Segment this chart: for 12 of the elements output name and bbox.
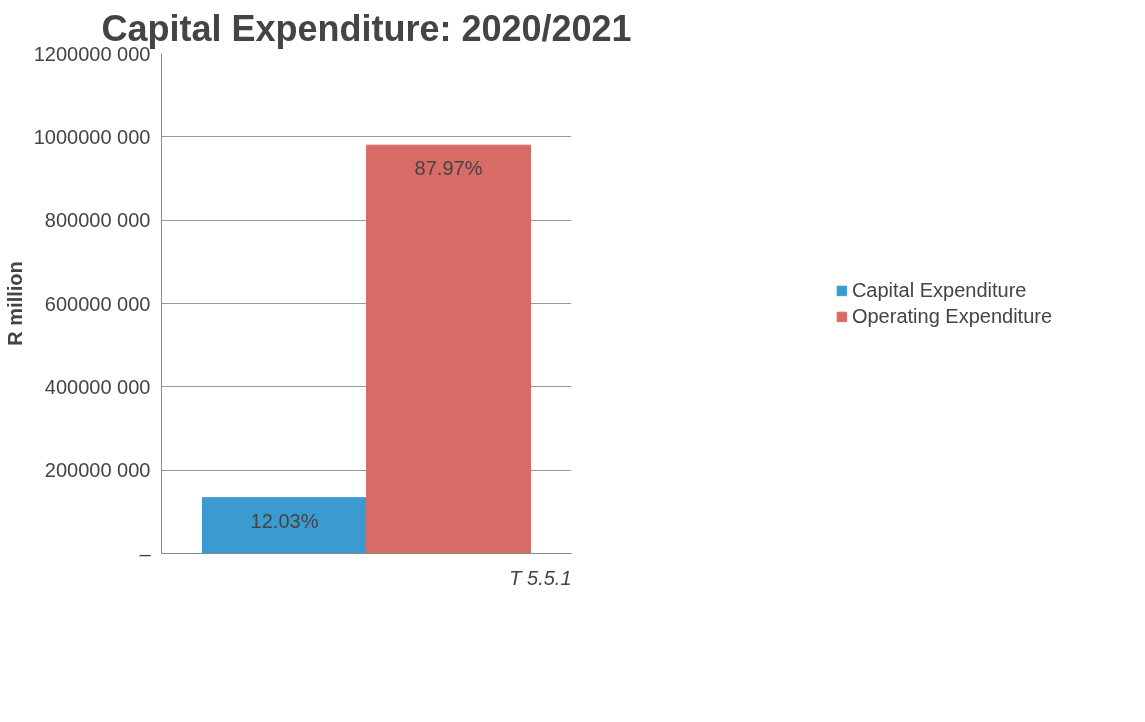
y-tick-label: 600000 000 xyxy=(44,292,151,315)
annotation: 12.03% xyxy=(250,509,319,532)
annotation: 87.97% xyxy=(414,157,483,180)
y-axis-title: R million xyxy=(3,261,26,346)
y-tick-label: 400000 000 xyxy=(44,375,151,398)
legend-label: Capital Expenditure xyxy=(851,278,1027,302)
y-tick-label: – xyxy=(139,542,152,565)
legend-label: Operating Expenditure xyxy=(851,304,1053,328)
y-tick-label: 1000000 000 xyxy=(33,125,151,148)
y-tick-label: 200000 000 xyxy=(44,459,151,482)
text: T 5.5.1 xyxy=(509,566,572,589)
y-tick-label: 800000 000 xyxy=(44,209,151,232)
